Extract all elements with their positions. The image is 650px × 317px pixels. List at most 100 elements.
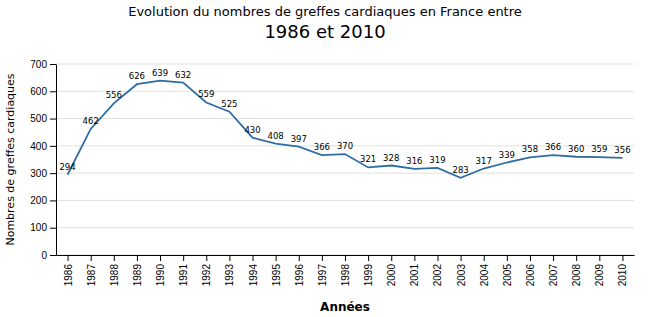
tick-label: 0	[41, 250, 47, 261]
tick-mark	[253, 255, 254, 261]
data-label: 525	[221, 99, 237, 109]
tick-label: 1991	[178, 264, 189, 287]
data-label: 632	[175, 70, 191, 80]
tick: 1997	[317, 255, 328, 286]
grid-line	[56, 64, 634, 65]
tick-mark	[114, 255, 115, 261]
tick: 1987	[86, 255, 97, 286]
tick: 200	[30, 195, 56, 206]
tick-mark	[461, 255, 462, 261]
tick: 1991	[178, 255, 189, 286]
tick-label: 300	[30, 168, 47, 179]
tick-label: 1996	[294, 264, 305, 287]
tick-label: 2000	[386, 264, 397, 287]
data-label: 366	[314, 142, 330, 152]
data-label: 339	[499, 150, 515, 160]
tick-label: 1993	[224, 264, 235, 287]
data-label: 639	[152, 68, 168, 78]
data-label: 359	[591, 144, 607, 154]
tick-mark	[368, 255, 369, 261]
data-label: 559	[198, 89, 214, 99]
tick-mark	[160, 255, 161, 261]
grid-line	[56, 91, 634, 92]
y-axis-title: Nombres de greffes cardiaques	[4, 73, 17, 245]
tick: 2000	[386, 255, 397, 286]
tick-mark	[437, 255, 438, 261]
subtitle: 1986 et 2010	[264, 21, 385, 42]
tick-mark	[391, 255, 392, 261]
tick-label: 1986	[63, 264, 74, 287]
tick: 1993	[224, 255, 235, 286]
tick-mark	[345, 255, 346, 261]
tick-label: 500	[30, 113, 47, 124]
data-label: 294	[59, 162, 75, 172]
tick-label: 2010	[617, 264, 628, 287]
tick: 600	[30, 86, 56, 97]
data-label: 556	[106, 90, 122, 100]
tick-label: 2003	[456, 264, 467, 287]
grid-line	[56, 118, 634, 119]
data-label: 356	[614, 145, 630, 155]
tick-label: 1988	[109, 264, 120, 287]
tick-label: 1999	[363, 264, 374, 287]
tick-label: 600	[30, 86, 47, 97]
tick: 2006	[525, 255, 536, 286]
tick-label: 700	[30, 59, 47, 70]
tick-mark	[50, 91, 56, 92]
tick-label: 1997	[317, 264, 328, 287]
tick-mark	[299, 255, 300, 261]
tick: 2009	[594, 255, 605, 286]
tick-mark	[50, 255, 56, 256]
tick: 2004	[479, 255, 490, 286]
tick: 2010	[617, 255, 628, 286]
tick-label: 2005	[502, 264, 513, 287]
tick-label: 1990	[155, 264, 166, 287]
y-axis: 0100200300400500600700	[30, 59, 56, 261]
tick: 500	[30, 113, 56, 124]
tick: 700	[30, 59, 56, 70]
tick-mark	[91, 255, 92, 261]
tick: 1990	[155, 255, 166, 286]
grid-line	[56, 173, 634, 174]
tick-label: 2004	[479, 264, 490, 287]
tick: 1995	[271, 255, 282, 286]
tick-mark	[507, 255, 508, 261]
tick: 1986	[63, 255, 74, 286]
data-label: 283	[452, 165, 468, 175]
axis-line	[56, 65, 57, 256]
tick-label: 2002	[432, 264, 443, 287]
tick-mark	[137, 255, 138, 261]
tick-mark	[530, 255, 531, 261]
tick-label: 2009	[594, 264, 605, 287]
data-label: 328	[383, 153, 399, 163]
tick: 1996	[294, 255, 305, 286]
data-label: 321	[360, 154, 376, 164]
tick-mark	[414, 255, 415, 261]
tick: 1994	[248, 255, 259, 286]
tick-mark	[50, 228, 56, 229]
tick-mark	[50, 200, 56, 201]
tick: 0	[41, 250, 56, 261]
tick-mark	[599, 255, 600, 261]
tick-mark	[229, 255, 230, 261]
tick: 1999	[363, 255, 374, 286]
grid-line	[56, 227, 634, 228]
title: Evolution du nombres de greffes cardiaqu…	[128, 4, 522, 19]
data-label: 626	[129, 71, 145, 81]
data-label: 317	[476, 156, 492, 166]
tick-mark	[484, 255, 485, 261]
tick: 1988	[109, 255, 120, 286]
data-label: 462	[83, 116, 99, 126]
tick-label: 200	[30, 195, 47, 206]
tick-mark	[322, 255, 323, 261]
tick-mark	[50, 146, 56, 147]
tick: 2005	[502, 255, 513, 286]
tick: 2007	[548, 255, 559, 286]
data-label: 316	[406, 156, 422, 166]
tick-label: 1994	[248, 264, 259, 287]
tick-label: 100	[30, 222, 47, 233]
tick-mark	[50, 173, 56, 174]
tick-label: 2008	[571, 264, 582, 287]
tick-label: 1998	[340, 264, 351, 287]
tick: 2002	[432, 255, 443, 286]
